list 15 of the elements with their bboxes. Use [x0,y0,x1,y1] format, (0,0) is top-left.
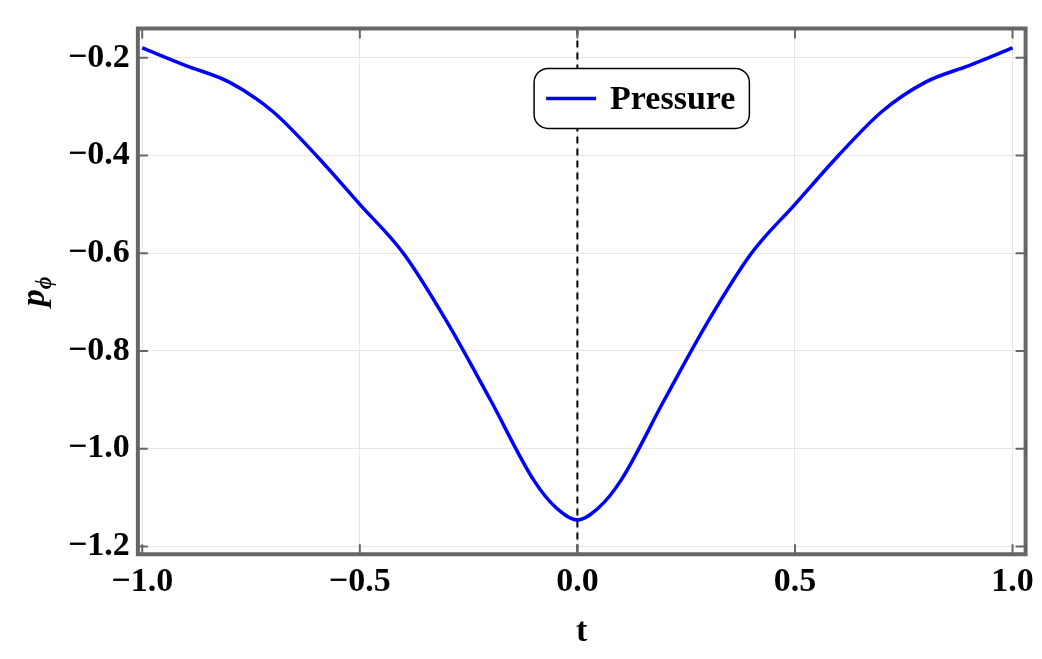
x-tick-label: −1.0 [111,561,174,599]
y-tick-label: −0.4 [68,134,130,172]
legend-label: Pressure [610,79,736,117]
x-axis-title: t [576,610,589,648]
y-tick-label: −0.2 [68,36,130,74]
y-tick-label: −1.0 [68,427,130,465]
y-tick-label: −0.6 [68,231,130,269]
x-tick-label: 0.0 [556,561,599,599]
y-axis-title: pϕ [13,276,56,310]
x-tick-label: 0.5 [773,561,817,599]
line-series [140,46,1015,522]
x-tick-label: −0.5 [328,561,391,599]
y-tick-label: −1.2 [68,525,130,563]
y-tick-label: −0.8 [68,329,130,367]
x-tick-label: 1.0 [991,561,1034,599]
